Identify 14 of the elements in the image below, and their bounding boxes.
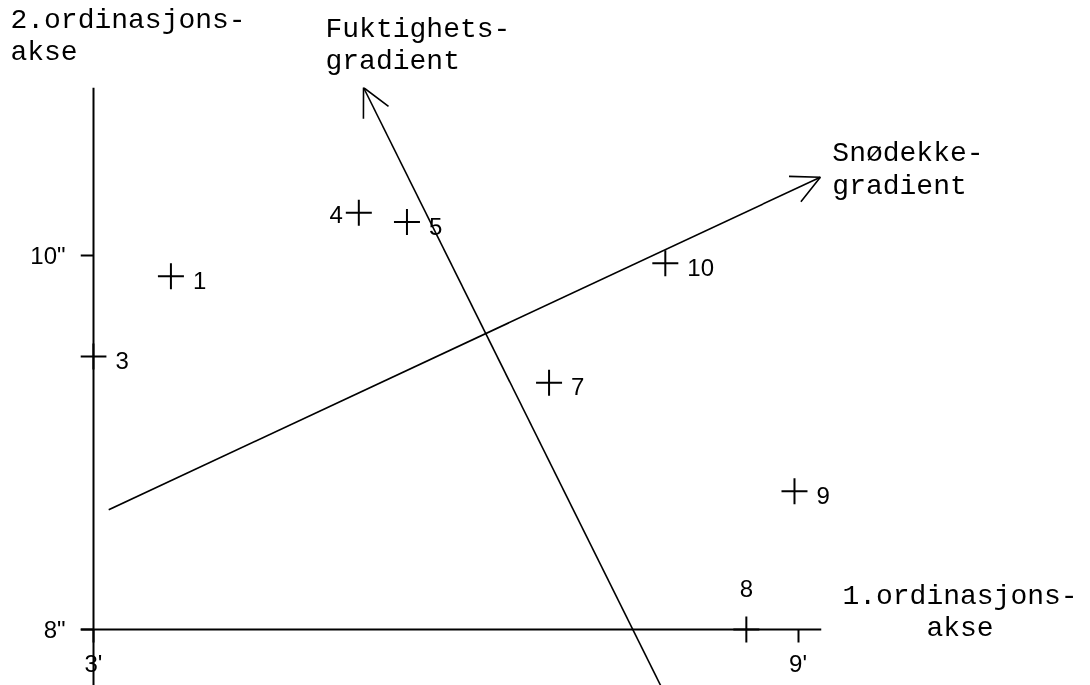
y-axis-title: 2.ordinasjons- akse: [10, 4, 246, 69]
y-tick-label: 8": [43, 615, 66, 643]
series-label: Fuktighets- gradient: [325, 13, 511, 78]
x-tick-label: 9': [789, 650, 807, 678]
legend-label: Snødekke- gradient: [832, 138, 984, 202]
annotation: 8: [739, 575, 754, 603]
annotation: 1: [192, 266, 207, 294]
annotation: 9: [816, 481, 830, 509]
annotation: 7: [571, 373, 585, 401]
y-tick-label: 10": [30, 242, 66, 270]
annotation: 10: [687, 253, 715, 281]
annotation: 3: [115, 347, 129, 375]
annotation: 4: [329, 201, 343, 229]
x-axis-title: 1.ordinasjons- akse: [842, 580, 1078, 645]
